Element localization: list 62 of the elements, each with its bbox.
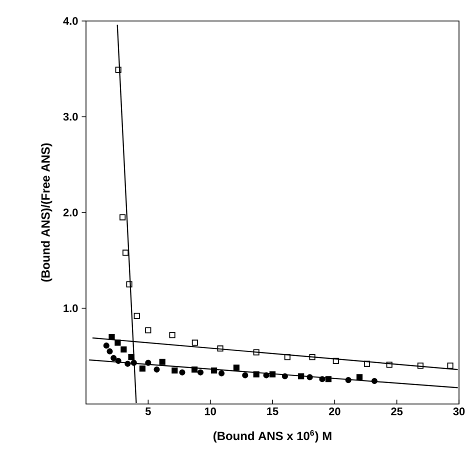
x-tick-label: 15 bbox=[267, 408, 278, 416]
y-tick-label: 4.0 bbox=[63, 17, 78, 25]
point bbox=[242, 372, 248, 378]
point bbox=[269, 371, 276, 378]
point bbox=[325, 376, 332, 382]
point bbox=[282, 373, 288, 380]
point bbox=[192, 366, 198, 373]
y-axis-title: (Bound ANS)/(Free ANS) bbox=[41, 143, 52, 282]
point bbox=[356, 374, 363, 380]
point bbox=[120, 214, 126, 220]
point bbox=[108, 334, 115, 340]
x-tick-label: 20 bbox=[328, 408, 340, 416]
point bbox=[134, 312, 140, 319]
point bbox=[179, 369, 186, 376]
point bbox=[130, 360, 137, 366]
point bbox=[211, 367, 218, 374]
point bbox=[371, 378, 378, 384]
point bbox=[145, 327, 152, 334]
point bbox=[386, 362, 392, 368]
point bbox=[319, 376, 326, 382]
point bbox=[126, 281, 132, 288]
point bbox=[110, 355, 117, 362]
x-tick-label: 25 bbox=[391, 408, 403, 416]
point bbox=[128, 354, 134, 360]
point bbox=[417, 362, 424, 369]
point bbox=[154, 366, 160, 373]
point bbox=[115, 358, 122, 364]
x-tick-label: 30 bbox=[453, 408, 465, 416]
point bbox=[218, 370, 225, 376]
y-tick-label: 1.0 bbox=[64, 304, 78, 312]
point bbox=[169, 332, 176, 338]
x-tick-label: 5 bbox=[145, 408, 151, 416]
point bbox=[106, 348, 113, 354]
point bbox=[192, 340, 198, 346]
point bbox=[309, 354, 316, 360]
point bbox=[172, 367, 178, 374]
point bbox=[284, 354, 290, 360]
point bbox=[120, 346, 127, 352]
y-tick-label: 2.0 bbox=[63, 208, 78, 216]
point bbox=[197, 369, 204, 376]
point bbox=[114, 340, 121, 346]
y-tick-label: 3.0 bbox=[63, 112, 78, 121]
point bbox=[447, 362, 454, 369]
point bbox=[364, 360, 370, 367]
point bbox=[122, 250, 129, 256]
point bbox=[124, 360, 131, 367]
point bbox=[263, 372, 270, 378]
point bbox=[306, 374, 313, 380]
point bbox=[332, 358, 339, 364]
point bbox=[159, 358, 166, 365]
point bbox=[145, 360, 152, 366]
x-axis-title: (Bound ANS x 10$^{6}$) M bbox=[214, 430, 332, 443]
point bbox=[345, 377, 352, 384]
x-tick-label: 10 bbox=[204, 408, 216, 416]
point bbox=[217, 345, 224, 352]
point bbox=[139, 366, 146, 372]
point bbox=[103, 342, 110, 349]
point bbox=[115, 66, 122, 73]
point bbox=[253, 349, 260, 356]
point bbox=[253, 371, 260, 378]
point bbox=[233, 364, 240, 371]
point bbox=[298, 373, 304, 380]
